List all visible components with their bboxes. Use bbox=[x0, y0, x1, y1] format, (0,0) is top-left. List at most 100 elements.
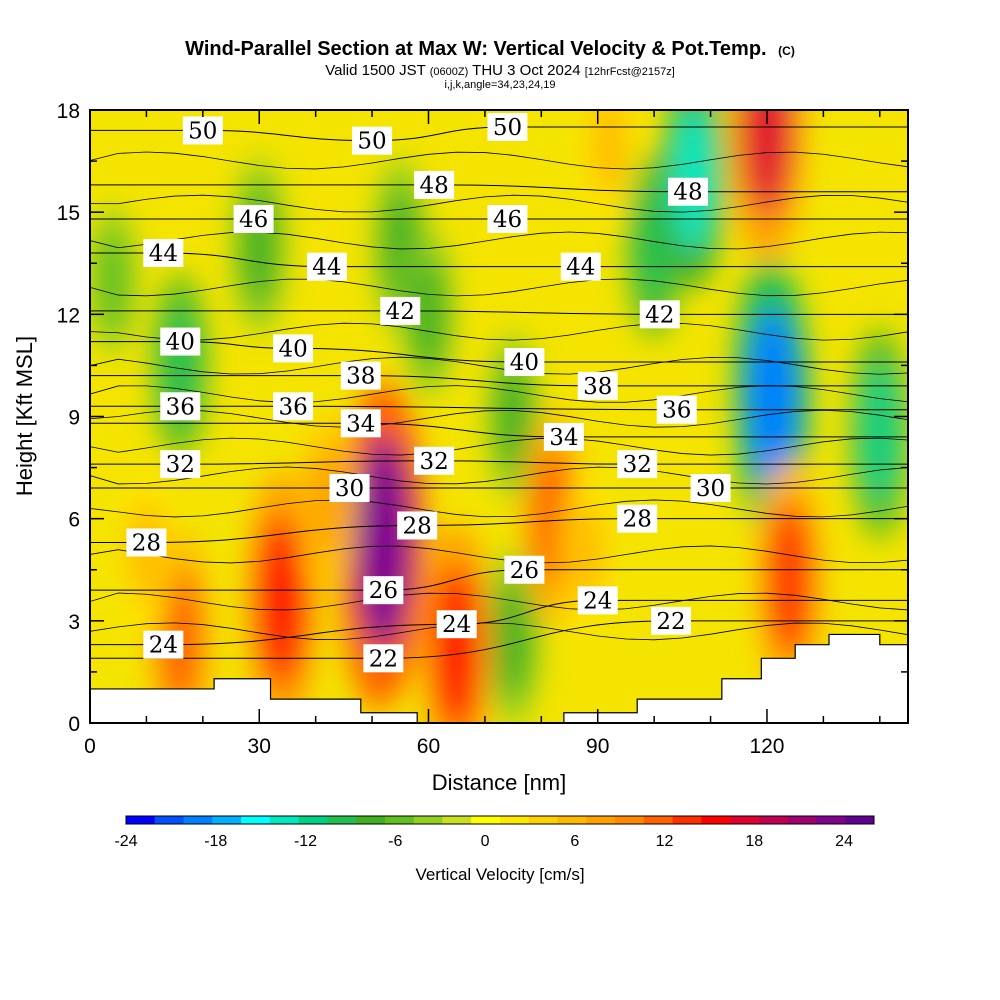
copyright-mark: (C) bbox=[778, 44, 795, 58]
x-tick-label: 0 bbox=[84, 735, 96, 758]
colorbar-swatch bbox=[557, 816, 587, 824]
velocity-cell bbox=[433, 565, 480, 723]
isentrope-label-box bbox=[487, 204, 528, 233]
isentrope-label: 48 bbox=[414, 170, 455, 199]
isentrope-label-box bbox=[160, 327, 201, 356]
isentrope-48 bbox=[90, 184, 908, 193]
isentrope-label: 48 bbox=[667, 177, 708, 206]
velocity-cell bbox=[354, 434, 413, 651]
colorbar-swatch bbox=[269, 816, 300, 824]
isentrope-label: 28 bbox=[397, 511, 438, 540]
isentrope-label-box bbox=[143, 239, 184, 268]
colorbar-swatch bbox=[672, 816, 702, 824]
colorbar-tick-label: 12 bbox=[656, 833, 674, 850]
isentrope-label: 50 bbox=[352, 126, 393, 155]
velocity-cell bbox=[495, 579, 531, 697]
colorbar-tick-label: 18 bbox=[745, 833, 763, 850]
isentrope-label-text: 36 bbox=[278, 394, 307, 420]
isentrope-label: 42 bbox=[639, 300, 680, 329]
isentrope-label-box bbox=[577, 371, 618, 400]
isentrope-label: 40 bbox=[504, 348, 545, 377]
isentrope-label-text: 42 bbox=[386, 299, 415, 325]
isentrope-label: 38 bbox=[577, 371, 618, 400]
isentrope-label-text: 40 bbox=[166, 330, 195, 356]
colorbar-swatch bbox=[154, 816, 185, 824]
isentrope-label: 28 bbox=[617, 504, 658, 533]
isentrope-label-box bbox=[656, 395, 697, 424]
isentrope-label-text: 38 bbox=[346, 364, 375, 390]
isentrope-label-text: 50 bbox=[493, 115, 522, 141]
valid-date: THU 3 Oct 2024 bbox=[472, 62, 580, 79]
isentrope-label-box bbox=[363, 644, 404, 673]
grid-indices: i,j,k,angle=34,23,24,19 bbox=[444, 79, 555, 91]
isentrope-minor bbox=[90, 356, 908, 375]
colorbar-tick-label: -12 bbox=[294, 833, 317, 850]
isentrope-label-text: 22 bbox=[656, 609, 685, 635]
isentrope-label-text: 36 bbox=[662, 398, 691, 424]
y-axis-label: Height [Kft MSL] bbox=[12, 336, 37, 496]
isentrope-label-text: 26 bbox=[510, 558, 539, 584]
isentrope-label-box bbox=[504, 555, 545, 584]
plot-area: 50 50 50 48 48 46 46 44 44 44 42 42 40 40 40 38 38 36 36 36… bbox=[90, 110, 908, 723]
isentrope-label-text: 26 bbox=[369, 578, 398, 604]
isentrope-label-box bbox=[690, 474, 731, 503]
isentrope-label: 40 bbox=[273, 334, 314, 363]
colorbar-frame bbox=[125, 815, 875, 825]
isentrope-label-text: 24 bbox=[442, 612, 471, 638]
isentrope-label-text: 32 bbox=[419, 449, 448, 475]
isentrope-label-box bbox=[487, 113, 528, 142]
isentrope-label: 44 bbox=[143, 239, 184, 268]
velocity-cell bbox=[309, 443, 345, 561]
isentrope-label-box bbox=[273, 334, 314, 363]
isentrope-label: 44 bbox=[560, 252, 601, 281]
isentrope-label: 50 bbox=[487, 113, 528, 142]
isentrope-label-box bbox=[380, 296, 421, 325]
colorbar-swatch bbox=[758, 816, 789, 824]
isentrope-label-text: 50 bbox=[188, 118, 217, 144]
velocity-cell bbox=[495, 360, 531, 473]
isentrope-label-box bbox=[306, 252, 347, 281]
isentrope-labels: 50 50 50 48 48 46 46 44 44 44 42 42 40 40 40 38 38 36 36 36… bbox=[126, 113, 731, 673]
isentrope-label-text: 44 bbox=[566, 255, 595, 281]
colorbar-swatch bbox=[730, 816, 760, 824]
colorbar-swatch bbox=[183, 816, 213, 824]
isentrope-label-box bbox=[233, 204, 274, 233]
isentrope-minor bbox=[90, 194, 908, 213]
isentrope-label-box bbox=[543, 422, 584, 451]
colorbar-swatch bbox=[816, 816, 846, 824]
colorbar-swatch bbox=[586, 816, 616, 824]
isentrope-minor bbox=[90, 409, 908, 428]
y-tick-label: 15 bbox=[57, 202, 80, 225]
colorbar-swatch bbox=[241, 816, 271, 824]
isentrope-label-box bbox=[504, 348, 545, 377]
colorbar-tick-label: -6 bbox=[388, 833, 402, 850]
y-tick-label: 6 bbox=[68, 509, 80, 532]
velocity-cell bbox=[569, 500, 603, 606]
isentrope-label-text: 50 bbox=[357, 129, 386, 155]
isentrope-42 bbox=[90, 310, 908, 315]
colorbar-swatch bbox=[643, 816, 674, 824]
isentrope-34 bbox=[90, 422, 908, 438]
isentrope-minor bbox=[90, 437, 908, 456]
isentrope-label: 42 bbox=[380, 296, 421, 325]
colorbar-swatch bbox=[500, 816, 530, 824]
isentrope-minor bbox=[90, 278, 908, 297]
isentrope-label-box bbox=[363, 576, 404, 605]
isentrope-label-text: 46 bbox=[239, 207, 268, 233]
isentrope-label-box bbox=[340, 361, 381, 390]
isentrope-minor bbox=[90, 499, 908, 518]
isentrope-label-box bbox=[617, 450, 658, 479]
velocity-cell bbox=[635, 184, 673, 308]
isentrope-label-box bbox=[329, 474, 370, 503]
isentrope-label-box bbox=[126, 528, 167, 557]
isentrope-label-text: 44 bbox=[312, 255, 341, 281]
isentrope-label: 32 bbox=[160, 450, 201, 479]
isentrope-label: 36 bbox=[160, 392, 201, 421]
isentrope-label: 22 bbox=[651, 606, 692, 635]
isentrope-label-box bbox=[560, 252, 601, 281]
colorbar-swatch bbox=[471, 816, 501, 824]
isentrope-minor bbox=[90, 322, 908, 341]
isentrope-label-text: 34 bbox=[346, 411, 375, 437]
isentrope-minor bbox=[90, 545, 908, 564]
